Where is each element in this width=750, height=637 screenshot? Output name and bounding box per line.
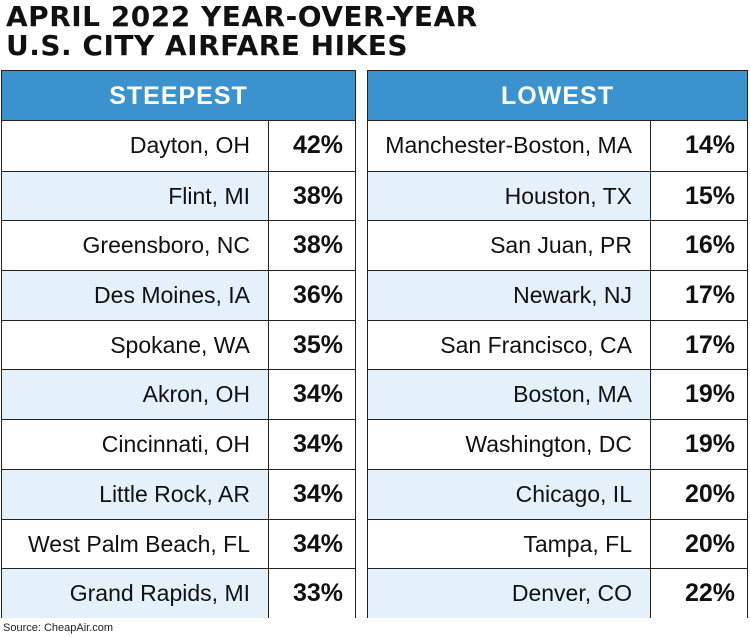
city-cell: Little Rock, AR	[99, 480, 250, 507]
percent-cell: 38%	[268, 221, 355, 271]
city-cell: Boston, MA	[513, 381, 632, 408]
chart-title: APRIL 2022 YEAR-OVER-YEAR U.S. CITY AIRF…	[6, 2, 478, 60]
city-cell: Grand Rapids, MI	[69, 580, 250, 607]
lowest-header: LOWEST	[368, 71, 747, 121]
percent-cell: 22%	[650, 569, 747, 618]
city-cell: Des Moines, IA	[94, 282, 250, 309]
percent-cell: 42%	[268, 121, 355, 171]
table-row: Chicago, IL 20%	[368, 468, 747, 519]
city-cell: West Palm Beach, FL	[28, 530, 250, 557]
table-row: Greensboro, NC 38%	[2, 220, 355, 271]
table-row: Dayton, OH 42%	[2, 121, 355, 171]
table-row: Manchester-Boston, MA 14%	[368, 121, 747, 171]
percent-cell: 19%	[650, 420, 747, 469]
table-row: San Francisco, CA 17%	[368, 319, 747, 370]
table-row: Grand Rapids, MI 33%	[2, 568, 355, 618]
title-line-1: APRIL 2022 YEAR-OVER-YEAR	[6, 0, 478, 33]
source-note: Source: CheapAir.com	[3, 622, 114, 634]
city-cell: San Francisco, CA	[440, 331, 632, 358]
table-row: San Juan, PR 16%	[368, 220, 747, 271]
city-cell: Newark, NJ	[513, 282, 632, 309]
table-row: Cincinnati, OH 34%	[2, 419, 355, 469]
lowest-table: LOWEST Manchester-Boston, MA 14% Houston, …	[367, 70, 748, 618]
city-cell: Akron, OH	[142, 381, 250, 408]
percent-cell: 16%	[650, 221, 747, 271]
table-row: Akron, OH 34%	[2, 369, 355, 420]
city-cell: San Juan, PR	[490, 232, 632, 259]
percent-cell: 15%	[650, 171, 747, 221]
city-cell: Cincinnati, OH	[101, 431, 250, 458]
city-cell: Flint, MI	[168, 182, 250, 209]
percent-cell: 33%	[268, 569, 355, 618]
city-cell: Dayton, OH	[129, 132, 250, 158]
table-row: West Palm Beach, FL 34%	[2, 518, 355, 569]
percent-cell: 34%	[268, 519, 355, 569]
table-row: Washington, DC 19%	[368, 419, 747, 469]
percent-cell: 20%	[650, 469, 747, 519]
percent-cell: 34%	[268, 420, 355, 469]
title-line-2: U.S. CITY AIRFARE HIKES	[6, 29, 409, 62]
table-row: Newark, NJ 17%	[368, 270, 747, 320]
percent-cell: 36%	[268, 271, 355, 320]
city-cell: Houston, TX	[504, 182, 632, 209]
table-row: Tampa, FL 20%	[368, 518, 747, 569]
table-row: Spokane, WA 35%	[2, 319, 355, 370]
table-row: Flint, MI 38%	[2, 170, 355, 221]
steepest-table: STEEPEST Dayton, OH 42% Flint, MI 38% Greens…	[1, 70, 356, 618]
steepest-header: STEEPEST	[2, 71, 355, 121]
city-cell: Washington, DC	[465, 431, 632, 458]
percent-cell: 19%	[650, 370, 747, 420]
table-row: Houston, TX 15%	[368, 170, 747, 221]
city-cell: Tampa, FL	[523, 530, 632, 557]
table-row: Little Rock, AR 34%	[2, 468, 355, 519]
percent-cell: 20%	[650, 519, 747, 569]
steepest-rows: Dayton, OH 42% Flint, MI 38% Greensboro, NC 3…	[2, 121, 355, 618]
percent-cell: 14%	[650, 121, 747, 171]
city-cell: Manchester-Boston, MA	[385, 132, 632, 158]
table-row: Des Moines, IA 36%	[2, 270, 355, 320]
percent-cell: 35%	[268, 320, 355, 370]
percent-cell: 17%	[650, 320, 747, 370]
city-cell: Spokane, WA	[110, 331, 250, 358]
percent-cell: 17%	[650, 271, 747, 320]
lowest-rows: Manchester-Boston, MA 14% Houston, TX 15% Sa…	[368, 121, 747, 618]
city-cell: Denver, CO	[511, 580, 632, 607]
table-row: Denver, CO 22%	[368, 568, 747, 618]
percent-cell: 34%	[268, 469, 355, 519]
city-cell: Greensboro, NC	[82, 232, 250, 259]
city-cell: Chicago, IL	[515, 480, 632, 507]
percent-cell: 38%	[268, 171, 355, 221]
table-row: Boston, MA 19%	[368, 369, 747, 420]
percent-cell: 34%	[268, 370, 355, 420]
